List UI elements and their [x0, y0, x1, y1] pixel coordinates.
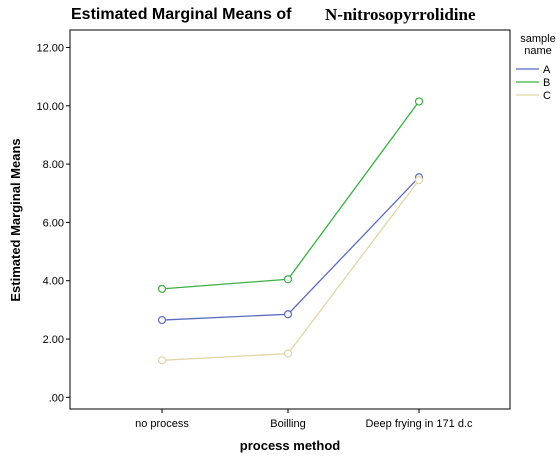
- y-tick-label: 8.00: [43, 159, 64, 171]
- x-tick-label: no process: [135, 418, 189, 430]
- chart-title: Estimated Marginal Means of: [71, 6, 292, 23]
- data-point-B: [414, 97, 424, 106]
- x-tick-label: Boilling: [270, 418, 305, 430]
- legend-title-line2: name: [524, 45, 552, 57]
- y-tick-label: 6.00: [43, 217, 64, 229]
- legend-label-B: B: [543, 77, 550, 89]
- data-point-B: [157, 284, 167, 293]
- data-point-C: [157, 356, 167, 365]
- legend-title-line1: sample: [520, 33, 555, 45]
- data-point-A: [157, 315, 167, 325]
- data-point-C: [414, 176, 424, 185]
- data-point-B: [283, 275, 293, 284]
- legend-label-A: A: [543, 64, 551, 76]
- data-point-A: [283, 310, 293, 319]
- y-axis-title: Estimated Marginal Means: [8, 138, 23, 301]
- x-axis-title: process method: [240, 438, 340, 453]
- x-tick-label: Deep frying in 171 d.c: [365, 418, 473, 430]
- y-tick-label: 4.00: [43, 276, 64, 288]
- series-layer: [157, 97, 424, 365]
- legend-label-C: C: [543, 90, 551, 102]
- y-axis: .00 2.00 4.00 6.00 8.00 10.00 12.00: [36, 42, 70, 404]
- legend: sample name ABC: [516, 33, 556, 102]
- chart-title-compound: N-nitrosopyrrolidine: [325, 5, 476, 24]
- data-point-C: [283, 349, 293, 358]
- y-tick-label: 2.00: [43, 334, 64, 346]
- legend-entries: ABC: [516, 64, 551, 102]
- y-tick-label: 12.00: [36, 42, 64, 54]
- y-tick-label: .00: [49, 392, 64, 404]
- x-axis: no process Boilling Deep frying in 171 d.c: [135, 409, 473, 430]
- plot-area: [69, 29, 511, 410]
- y-tick-label: 10.00: [36, 101, 64, 113]
